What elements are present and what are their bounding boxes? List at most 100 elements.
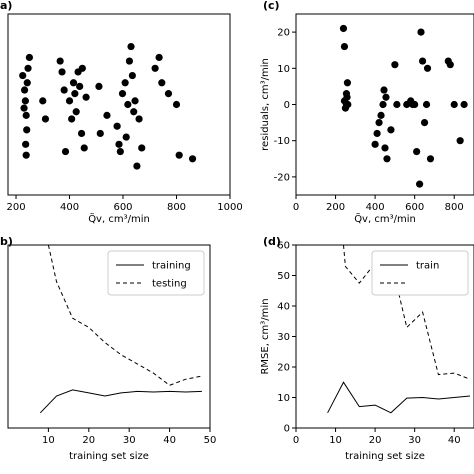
x-tick-label: 50 <box>204 435 217 446</box>
data-point <box>340 42 349 51</box>
y-tick-label: 40 <box>277 302 290 313</box>
data-point <box>158 79 166 87</box>
x-tick-label: 10 <box>42 435 55 446</box>
x-axis-label: training set size <box>345 451 425 462</box>
x-tick-label: 20 <box>369 435 382 446</box>
x-axis-label: Q̃v, cm³/min <box>354 212 416 225</box>
data-point <box>375 119 383 127</box>
data-point <box>122 133 130 141</box>
x-tick-label: 0 <box>293 202 299 213</box>
legend-label: training <box>152 261 191 272</box>
data-point <box>387 126 395 134</box>
data-point <box>172 100 181 109</box>
data-point <box>124 100 132 109</box>
data-point <box>383 155 391 163</box>
y-tick-label: 0 <box>284 100 290 111</box>
panel-label-c: (c) <box>263 0 280 12</box>
data-point <box>411 100 419 109</box>
y-tick-label: 10 <box>277 64 290 75</box>
data-point <box>188 155 197 163</box>
panel-label-d: (d) <box>263 235 281 248</box>
data-point <box>155 53 163 62</box>
legend: train <box>371 250 469 296</box>
data-point <box>76 82 84 90</box>
data-point <box>344 100 352 109</box>
data-point <box>113 122 121 130</box>
data-point <box>22 140 30 148</box>
series-line-testing <box>47 245 202 386</box>
data-point <box>456 137 464 145</box>
legend-box <box>107 250 205 296</box>
panel-c-residuals: 0 200 400 600 800 -20 -10 0 10 20 Q̃v, cm³/min resi… <box>260 13 474 225</box>
x-tick-label: 800 <box>445 202 464 213</box>
legend-label: train <box>416 261 439 272</box>
data-point <box>133 162 141 170</box>
data-point <box>39 97 47 105</box>
x-tick-label: 600 <box>405 202 424 213</box>
data-point <box>23 126 31 134</box>
data-point <box>127 42 135 51</box>
x-tick-label: 30 <box>408 435 421 446</box>
legend-label: testing <box>152 279 187 290</box>
x-tick-label: 1000 <box>217 202 242 213</box>
marks-group <box>339 24 468 188</box>
data-point <box>422 100 431 109</box>
data-point <box>118 90 127 98</box>
data-point <box>426 155 435 163</box>
data-point <box>417 28 425 36</box>
data-point <box>58 68 66 76</box>
data-point <box>23 79 31 87</box>
plot-frame <box>7 244 211 429</box>
x-tick-label: 400 <box>366 202 385 213</box>
data-point <box>65 97 74 105</box>
data-point <box>69 79 78 87</box>
data-point <box>22 151 30 159</box>
marks-group <box>19 42 197 170</box>
data-point <box>450 100 458 109</box>
y-tick-label: 0 <box>284 424 290 435</box>
data-point <box>41 115 50 123</box>
data-point <box>164 90 173 98</box>
y-tick-label: 30 <box>277 332 290 343</box>
x-tick-label: 200 <box>326 202 345 213</box>
y-tick-label: 60 <box>277 241 290 252</box>
data-point <box>21 97 29 105</box>
panel-b-learning-curve: 10 20 30 40 50 training set size training testi… <box>7 244 217 462</box>
data-point <box>446 61 454 69</box>
data-point <box>25 53 33 62</box>
y-tick-label: -10 <box>274 136 290 147</box>
data-point <box>82 93 90 101</box>
data-point <box>151 64 159 72</box>
y-axis-label: RMSE, cm³/min <box>260 298 271 374</box>
series-line-training <box>39 389 202 414</box>
data-point <box>382 93 390 101</box>
data-point <box>77 129 86 138</box>
y-tick-label: 50 <box>277 271 290 282</box>
data-point <box>371 140 379 148</box>
x-tick-label: 30 <box>123 435 136 446</box>
y-axis-label: residuals, cm³/min <box>260 58 271 151</box>
x-axis-label: training set size <box>69 451 149 462</box>
x-axis-label: Q̃v, cm³/min <box>88 212 150 225</box>
data-point <box>175 151 183 159</box>
y-tick-label: 20 <box>277 363 290 374</box>
x-tick-label: 20 <box>82 435 95 446</box>
data-point <box>138 144 146 152</box>
panel-a-scatter: 200 400 600 800 1000 Q̃v, cm³/min <box>6 13 243 225</box>
data-point <box>61 147 70 156</box>
data-point <box>20 104 28 112</box>
panel-label-a: a) <box>0 0 12 12</box>
legend: training testing <box>107 250 205 296</box>
data-point <box>130 108 138 116</box>
y-tick-label: 20 <box>277 28 290 39</box>
data-point <box>19 71 27 80</box>
data-point <box>60 86 68 94</box>
data-point <box>343 93 351 101</box>
data-point <box>96 129 104 138</box>
data-point <box>115 140 123 148</box>
data-point <box>418 57 427 65</box>
data-point <box>391 61 399 69</box>
data-point <box>339 24 348 33</box>
data-point <box>78 64 86 72</box>
plot-frame <box>7 13 231 196</box>
